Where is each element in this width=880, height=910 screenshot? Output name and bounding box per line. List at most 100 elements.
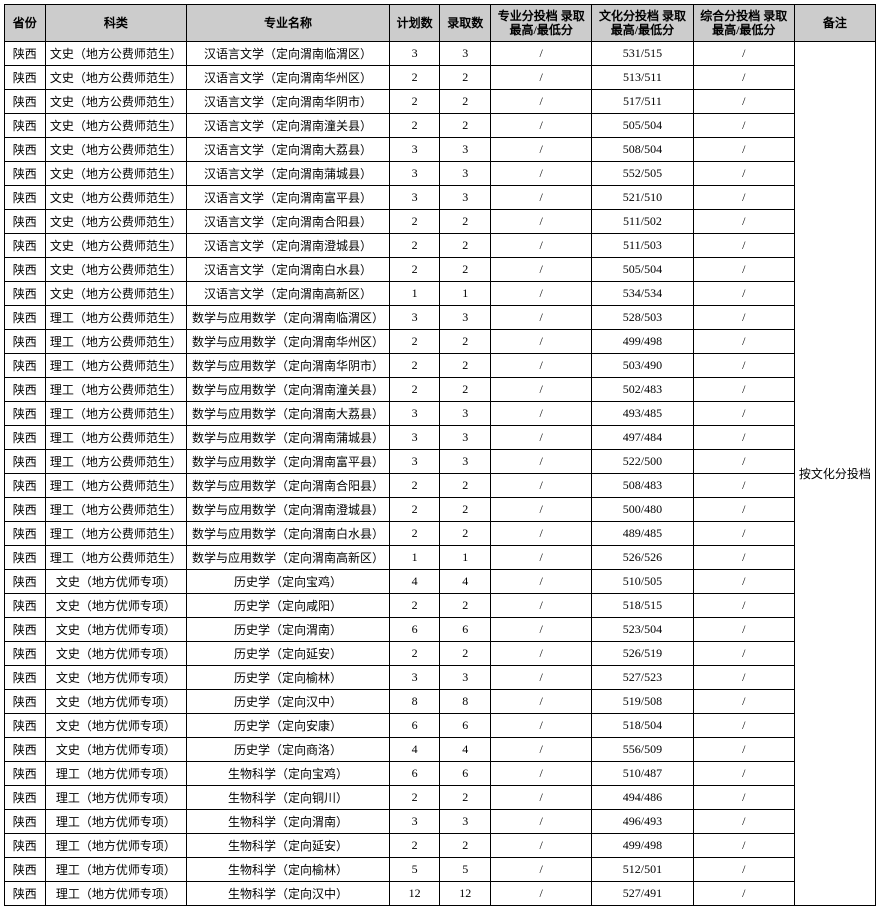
admitted-cell: 2: [440, 114, 491, 138]
header-score-cult: 文化分投档 录取最高/最低分: [592, 5, 693, 42]
admission-table: 省份 科类 专业名称 计划数 录取数 专业分投档 录取最高/最低分 文化分投档 …: [4, 4, 876, 906]
score-cult-cell: 494/486: [592, 786, 693, 810]
category-cell: 文史（地方优师专项）: [45, 714, 187, 738]
admitted-cell: 3: [440, 162, 491, 186]
plan-cell: 2: [389, 786, 440, 810]
major-cell: 数学与应用数学（定向渭南富平县）: [187, 450, 390, 474]
category-cell: 文史（地方公费师范生）: [45, 258, 187, 282]
category-cell: 理工（地方公费师范生）: [45, 522, 187, 546]
score-comp-cell: /: [693, 306, 794, 330]
table-row: 陕西文史（地方公费师范生）汉语言文学（定向渭南富平县）33/521/510/: [5, 186, 876, 210]
major-cell: 历史学（定向安康）: [187, 714, 390, 738]
major-cell: 历史学（定向商洛）: [187, 738, 390, 762]
category-cell: 理工（地方优师专项）: [45, 834, 187, 858]
score-spec-cell: /: [491, 810, 592, 834]
admitted-cell: 2: [440, 210, 491, 234]
table-row: 陕西文史（地方公费师范生）汉语言文学（定向渭南大荔县）33/508/504/: [5, 138, 876, 162]
category-cell: 理工（地方优师专项）: [45, 858, 187, 882]
score-spec-cell: /: [491, 42, 592, 66]
plan-cell: 1: [389, 282, 440, 306]
category-cell: 理工（地方公费师范生）: [45, 378, 187, 402]
score-spec-cell: /: [491, 762, 592, 786]
admitted-cell: 2: [440, 594, 491, 618]
table-row: 陕西理工（地方公费师范生）数学与应用数学（定向渭南华州区）22/499/498/: [5, 330, 876, 354]
plan-cell: 2: [389, 378, 440, 402]
score-comp-cell: /: [693, 90, 794, 114]
score-comp-cell: /: [693, 522, 794, 546]
major-cell: 数学与应用数学（定向渭南高新区）: [187, 546, 390, 570]
province-cell: 陕西: [5, 378, 46, 402]
score-comp-cell: /: [693, 210, 794, 234]
table-row: 陕西理工（地方优师专项）生物科学（定向榆林）55/512/501/: [5, 858, 876, 882]
score-comp-cell: /: [693, 714, 794, 738]
table-row: 陕西理工（地方公费师范生）数学与应用数学（定向渭南富平县）33/522/500/: [5, 450, 876, 474]
plan-cell: 3: [389, 162, 440, 186]
province-cell: 陕西: [5, 66, 46, 90]
table-row: 陕西理工（地方优师专项）生物科学（定向渭南）33/496/493/: [5, 810, 876, 834]
admitted-cell: 2: [440, 258, 491, 282]
score-comp-cell: /: [693, 690, 794, 714]
category-cell: 理工（地方公费师范生）: [45, 546, 187, 570]
score-spec-cell: /: [491, 522, 592, 546]
score-cult-cell: 505/504: [592, 114, 693, 138]
province-cell: 陕西: [5, 858, 46, 882]
major-cell: 历史学（定向榆林）: [187, 666, 390, 690]
score-cult-cell: 552/505: [592, 162, 693, 186]
province-cell: 陕西: [5, 522, 46, 546]
table-row: 陕西文史（地方优师专项）历史学（定向安康）66/518/504/: [5, 714, 876, 738]
province-cell: 陕西: [5, 882, 46, 906]
score-comp-cell: /: [693, 834, 794, 858]
table-row: 陕西文史（地方公费师范生）汉语言文学（定向渭南临渭区）33/531/515/按文…: [5, 42, 876, 66]
score-cult-cell: 513/511: [592, 66, 693, 90]
table-row: 陕西理工（地方优师专项）生物科学（定向汉中）1212/527/491/: [5, 882, 876, 906]
plan-cell: 2: [389, 354, 440, 378]
admitted-cell: 2: [440, 330, 491, 354]
major-cell: 汉语言文学（定向渭南蒲城县）: [187, 162, 390, 186]
table-row: 陕西文史（地方优师专项）历史学（定向汉中）88/519/508/: [5, 690, 876, 714]
admitted-cell: 1: [440, 546, 491, 570]
score-spec-cell: /: [491, 642, 592, 666]
category-cell: 文史（地方公费师范生）: [45, 66, 187, 90]
score-comp-cell: /: [693, 474, 794, 498]
plan-cell: 2: [389, 258, 440, 282]
category-cell: 理工（地方优师专项）: [45, 810, 187, 834]
table-row: 陕西理工（地方公费师范生）数学与应用数学（定向渭南大荔县）33/493/485/: [5, 402, 876, 426]
major-cell: 汉语言文学（定向渭南富平县）: [187, 186, 390, 210]
score-spec-cell: /: [491, 354, 592, 378]
table-row: 陕西理工（地方公费师范生）数学与应用数学（定向渭南临渭区）33/528/503/: [5, 306, 876, 330]
admitted-cell: 3: [440, 186, 491, 210]
province-cell: 陕西: [5, 714, 46, 738]
category-cell: 理工（地方公费师范生）: [45, 474, 187, 498]
province-cell: 陕西: [5, 402, 46, 426]
score-cult-cell: 489/485: [592, 522, 693, 546]
province-cell: 陕西: [5, 162, 46, 186]
score-cult-cell: 517/511: [592, 90, 693, 114]
table-row: 陕西理工（地方优师专项）生物科学（定向延安）22/499/498/: [5, 834, 876, 858]
score-spec-cell: /: [491, 186, 592, 210]
table-row: 陕西理工（地方公费师范生）数学与应用数学（定向渭南白水县）22/489/485/: [5, 522, 876, 546]
major-cell: 汉语言文学（定向渭南华阴市）: [187, 90, 390, 114]
score-spec-cell: /: [491, 738, 592, 762]
table-row: 陕西文史（地方公费师范生）汉语言文学（定向渭南澄城县）22/511/503/: [5, 234, 876, 258]
score-spec-cell: /: [491, 618, 592, 642]
score-spec-cell: /: [491, 450, 592, 474]
score-cult-cell: 508/504: [592, 138, 693, 162]
plan-cell: 2: [389, 474, 440, 498]
score-comp-cell: /: [693, 258, 794, 282]
category-cell: 理工（地方公费师范生）: [45, 330, 187, 354]
score-comp-cell: /: [693, 186, 794, 210]
province-cell: 陕西: [5, 234, 46, 258]
category-cell: 文史（地方公费师范生）: [45, 114, 187, 138]
category-cell: 理工（地方优师专项）: [45, 786, 187, 810]
province-cell: 陕西: [5, 762, 46, 786]
table-row: 陕西文史（地方公费师范生）汉语言文学（定向渭南高新区）11/534/534/: [5, 282, 876, 306]
province-cell: 陕西: [5, 450, 46, 474]
province-cell: 陕西: [5, 42, 46, 66]
score-spec-cell: /: [491, 666, 592, 690]
plan-cell: 3: [389, 186, 440, 210]
plan-cell: 3: [389, 402, 440, 426]
major-cell: 数学与应用数学（定向渭南大荔县）: [187, 402, 390, 426]
major-cell: 汉语言文学（定向渭南大荔县）: [187, 138, 390, 162]
admitted-cell: 12: [440, 882, 491, 906]
plan-cell: 5: [389, 858, 440, 882]
